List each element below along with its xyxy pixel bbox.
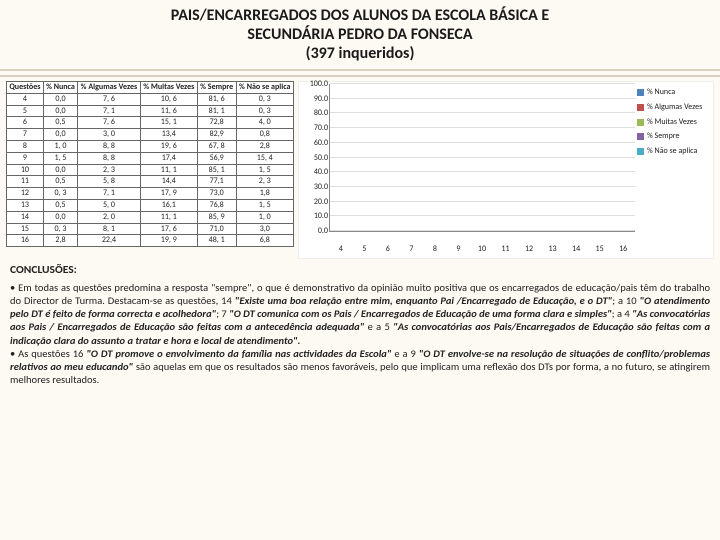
title-l3: (397 inqueridos) bbox=[306, 44, 415, 63]
y-tick: 60.0 bbox=[304, 138, 328, 148]
data-table: Questões% Nunca% Algumas Vezes% Muitas V… bbox=[6, 81, 294, 259]
title-l1: PAIS/ENCARREGADOS DOS ALUNOS DA ESCOLA B… bbox=[171, 6, 549, 25]
table-row: 162,822,419, 948, 16,8 bbox=[7, 235, 294, 247]
x-tick: 10 bbox=[470, 244, 494, 256]
table-row: 60,57, 615, 172,84, 0 bbox=[7, 117, 294, 129]
x-tick: 6 bbox=[376, 244, 400, 256]
x-tick: 12 bbox=[517, 244, 541, 256]
legend-swatch bbox=[637, 148, 644, 155]
legend-swatch bbox=[637, 119, 644, 126]
title-l2: SECUNDÁRIA PEDRO DA FONSECA bbox=[247, 25, 472, 44]
table-row: 91, 58, 817,456,915, 4 bbox=[7, 152, 294, 164]
table-header: % Não se aplica bbox=[236, 82, 293, 94]
table-row: 130,55, 016,176,81, 5 bbox=[7, 199, 294, 211]
y-tick: 40.0 bbox=[304, 167, 328, 177]
table-row: 140,02, 011, 185, 91, 0 bbox=[7, 211, 294, 223]
legend-item: % Nunca bbox=[637, 88, 709, 97]
legend-label: % Nunca bbox=[647, 88, 675, 97]
divider bbox=[0, 69, 720, 77]
table-row: 100,02, 311, 185, 11, 5 bbox=[7, 164, 294, 176]
chart-legend: % Nunca % Algumas Vezes % Muitas Vezes % Se… bbox=[635, 84, 711, 256]
table-row: 70,03, 013,482,90,8 bbox=[7, 129, 294, 141]
conclusions-title: CONCLUSÕES: bbox=[0, 261, 720, 277]
x-tick: 8 bbox=[423, 244, 447, 256]
legend-swatch bbox=[637, 133, 644, 140]
y-tick: 30.0 bbox=[304, 182, 328, 192]
legend-item: % Muitas Vezes bbox=[637, 118, 709, 127]
legend-swatch bbox=[637, 89, 644, 96]
table-header: % Algumas Vezes bbox=[78, 82, 141, 94]
table-row: 150, 38, 117, 671,03,0 bbox=[7, 223, 294, 235]
table-row: 50,07, 111, 681, 10, 3 bbox=[7, 105, 294, 117]
y-tick: 0.0 bbox=[304, 226, 328, 236]
y-tick: 20.0 bbox=[304, 197, 328, 207]
table-header: % Nunca bbox=[43, 82, 77, 94]
x-tick: 15 bbox=[588, 244, 612, 256]
table-header: Questões bbox=[7, 82, 44, 94]
y-tick: 70.0 bbox=[304, 123, 328, 133]
bar-chart: 0.0 10.0 20.0 30.0 40.0 50.0 60.0 70.0 80.0 90.0 1… bbox=[298, 81, 714, 259]
y-tick: 100.0 bbox=[304, 79, 328, 89]
legend-swatch bbox=[637, 104, 644, 111]
x-tick: 16 bbox=[611, 244, 635, 256]
x-tick: 4 bbox=[329, 244, 353, 256]
y-tick: 90.0 bbox=[304, 94, 328, 104]
x-tick: 9 bbox=[447, 244, 471, 256]
table-row: 110,55, 814,477,12, 3 bbox=[7, 176, 294, 188]
legend-item: % Não se aplica bbox=[637, 147, 709, 156]
conclusions-text: • Em todas as questões predomina a respo… bbox=[0, 277, 720, 390]
legend-label: % Algumas Vezes bbox=[647, 103, 702, 112]
legend-label: % Sempre bbox=[647, 132, 679, 141]
table-header: % Sempre bbox=[197, 82, 236, 94]
table-header: % Muitas Vezes bbox=[140, 82, 197, 94]
y-tick: 50.0 bbox=[304, 153, 328, 163]
legend-item: % Algumas Vezes bbox=[637, 103, 709, 112]
y-tick: 80.0 bbox=[304, 108, 328, 118]
legend-label: % Muitas Vezes bbox=[647, 118, 697, 127]
x-tick: 13 bbox=[541, 244, 565, 256]
table-row: 40,07, 610, 681, 60, 3 bbox=[7, 93, 294, 105]
legend-label: % Não se aplica bbox=[647, 147, 697, 156]
table-row: 120, 37, 117, 973,01,8 bbox=[7, 188, 294, 200]
page-title: PAIS/ENCARREGADOS DOS ALUNOS DA ESCOLA B… bbox=[0, 0, 720, 67]
x-tick: 11 bbox=[494, 244, 518, 256]
x-tick: 5 bbox=[353, 244, 377, 256]
legend-item: % Sempre bbox=[637, 132, 709, 141]
x-tick: 7 bbox=[400, 244, 424, 256]
y-tick: 10.0 bbox=[304, 211, 328, 221]
table-row: 81, 08, 819, 667, 82,8 bbox=[7, 140, 294, 152]
x-tick: 14 bbox=[564, 244, 588, 256]
